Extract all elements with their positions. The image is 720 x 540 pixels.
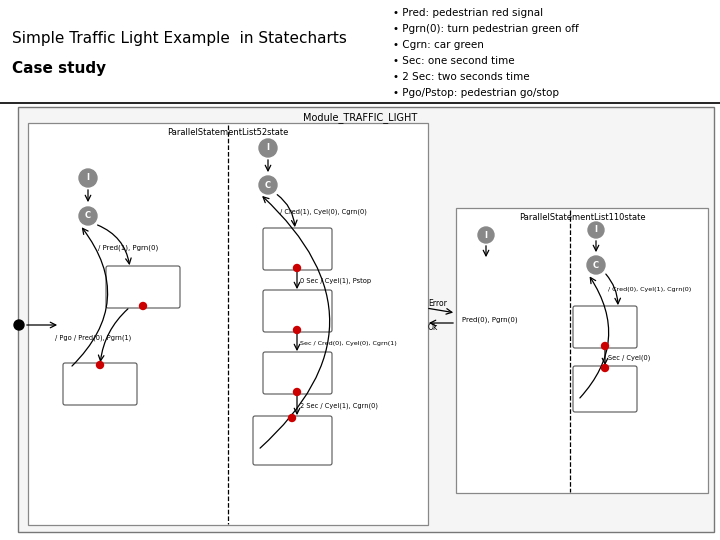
Circle shape — [294, 327, 300, 334]
Circle shape — [601, 342, 608, 349]
Text: • Pgrn(0): turn pedestrian green off: • Pgrn(0): turn pedestrian green off — [393, 24, 579, 34]
Text: I: I — [485, 231, 487, 240]
FancyBboxPatch shape — [263, 352, 332, 394]
Text: • Sec: one second time: • Sec: one second time — [393, 56, 515, 66]
Text: / Cred(0), Cyel(1), Cgrn(0): / Cred(0), Cyel(1), Cgrn(0) — [608, 287, 691, 293]
Text: / Pgo / Pred(0), Pgrn(1): / Pgo / Pred(0), Pgrn(1) — [55, 335, 131, 341]
Circle shape — [587, 256, 605, 274]
Circle shape — [96, 361, 104, 368]
Text: 2 Sec / Cyel(1), Cgrn(0): 2 Sec / Cyel(1), Cgrn(0) — [300, 403, 378, 409]
Circle shape — [294, 388, 300, 395]
Text: • Cgrn: car green: • Cgrn: car green — [393, 40, 484, 50]
Text: / Pred(1), Pgrn(0): / Pred(1), Pgrn(0) — [98, 245, 158, 251]
FancyBboxPatch shape — [28, 123, 428, 525]
Text: I: I — [595, 226, 598, 234]
Text: C: C — [593, 260, 599, 269]
Circle shape — [259, 139, 277, 157]
Text: Sec: Sec — [578, 312, 592, 321]
Text: C: C — [265, 180, 271, 190]
FancyBboxPatch shape — [253, 416, 332, 465]
Text: Simple Traffic Light Example  in Statecharts: Simple Traffic Light Example in Statecha… — [12, 30, 347, 45]
Text: Sec / Cyel(0): Sec / Cyel(0) — [608, 355, 650, 361]
Text: 0 Sec / Cyel(1), Pstop: 0 Sec / Cyel(1), Pstop — [300, 278, 371, 284]
Text: Error: Error — [428, 300, 447, 308]
Text: Ok: Ok — [428, 323, 438, 333]
Circle shape — [472, 261, 500, 289]
Circle shape — [79, 169, 97, 187]
FancyBboxPatch shape — [18, 107, 714, 532]
Text: Pstop: Pstop — [130, 274, 151, 283]
Text: ParallelStatementList110state: ParallelStatementList110state — [518, 213, 645, 222]
Circle shape — [601, 364, 608, 372]
Text: C: C — [85, 212, 91, 220]
Circle shape — [259, 176, 277, 194]
FancyBboxPatch shape — [63, 363, 137, 405]
FancyBboxPatch shape — [106, 266, 180, 308]
FancyBboxPatch shape — [573, 306, 637, 348]
Text: Pred(0), Pgrn(0): Pred(0), Pgrn(0) — [462, 317, 518, 323]
Circle shape — [140, 302, 146, 309]
Text: ParallelStatementList52state: ParallelStatementList52state — [167, 128, 289, 137]
Text: Sec / Cred(0), Cyel(0), Cgrn(1): Sec / Cred(0), Cyel(0), Cgrn(1) — [300, 341, 397, 346]
Text: • 2 Sec: two seconds time: • 2 Sec: two seconds time — [393, 72, 530, 82]
FancyBboxPatch shape — [263, 228, 332, 270]
Circle shape — [477, 266, 495, 284]
Text: Sec / Pgo: Sec / Pgo — [268, 296, 300, 302]
Text: • Pgo/Pstop: pedestrian go/stop: • Pgo/Pstop: pedestrian go/stop — [393, 88, 559, 98]
Text: I: I — [86, 173, 89, 183]
Text: I: I — [266, 144, 269, 152]
Circle shape — [79, 207, 97, 225]
Text: Module_TRAFFIC_LIGHT: Module_TRAFFIC_LIGHT — [303, 112, 417, 123]
Text: Case study: Case study — [12, 60, 106, 76]
Circle shape — [294, 265, 300, 272]
Circle shape — [14, 320, 24, 330]
FancyBboxPatch shape — [456, 208, 708, 493]
Circle shape — [588, 222, 604, 238]
Text: • Pred: pedestrian red signal: • Pred: pedestrian red signal — [393, 8, 543, 18]
Text: / Cred(1), Cyel(0), Cgrn(0): / Cred(1), Cyel(0), Cgrn(0) — [280, 209, 367, 215]
Circle shape — [478, 227, 494, 243]
FancyBboxPatch shape — [263, 290, 332, 332]
FancyBboxPatch shape — [573, 366, 637, 412]
Circle shape — [289, 415, 295, 422]
